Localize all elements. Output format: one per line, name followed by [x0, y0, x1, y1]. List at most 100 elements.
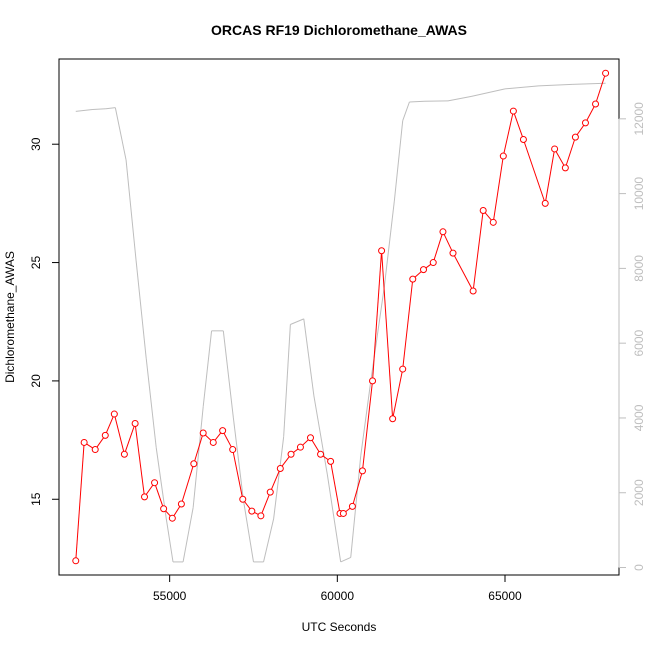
x-tick-label: 55000 [153, 589, 187, 603]
series-right-segment [504, 85, 539, 90]
data-point [177, 500, 185, 508]
series-left-segment [113, 413, 125, 455]
data-point [248, 507, 256, 515]
data-point [190, 460, 198, 468]
data-point [420, 266, 428, 274]
data-point [592, 100, 600, 108]
data-point [80, 438, 88, 446]
series-left-segment [512, 110, 524, 140]
chart-title: ORCAS RF19 Dichloromethane_AWAS [211, 22, 467, 38]
series-left-segment [522, 139, 546, 204]
data-point [110, 410, 118, 418]
data-point [358, 467, 366, 475]
data-point [429, 259, 437, 267]
data-point [519, 135, 527, 143]
series-right-segment [402, 101, 410, 121]
series-left-segment [351, 470, 363, 507]
series-left-segment [154, 482, 165, 509]
series-right-segment [538, 83, 573, 87]
data-point [339, 509, 347, 517]
series-left-segment [232, 449, 244, 500]
series-right-segment [192, 406, 204, 508]
data-point [199, 429, 207, 437]
series-left-segment [193, 432, 204, 464]
data-point [219, 427, 227, 435]
data-point [571, 133, 579, 141]
x-axis: 55000 60000 65000 [153, 574, 522, 603]
series-left-segment [452, 252, 474, 292]
series-right-segment [182, 507, 194, 563]
series-right-segment [393, 120, 404, 202]
data-point [389, 415, 397, 423]
y2-tick-label: 2000 [632, 479, 646, 506]
series-left-segment [442, 231, 454, 254]
series-right-segment [92, 108, 106, 110]
series-left-segment [372, 250, 383, 381]
data-point [151, 479, 159, 487]
series-left-segment [269, 468, 281, 493]
data-point [209, 438, 217, 446]
x-tick-label: 65000 [488, 589, 522, 603]
data-point [369, 377, 377, 385]
series-right-segment [360, 380, 372, 456]
data-point [469, 287, 477, 295]
data-point [229, 446, 237, 454]
data-point [409, 275, 417, 283]
series-right-segment [313, 395, 328, 475]
data-point [296, 443, 304, 451]
series-left-segment [134, 423, 146, 497]
series-left-segment [75, 442, 85, 561]
data-point [449, 249, 457, 257]
series-left-points [72, 69, 610, 565]
series-right-segment [232, 417, 244, 501]
series-right-segment [263, 518, 275, 563]
series-right-segment [447, 95, 472, 102]
data-point [101, 431, 109, 439]
data-point [287, 450, 295, 458]
y2-tick-label: 12000 [632, 102, 646, 136]
y-axis-label: Dichloromethane_AWAS [3, 251, 17, 383]
data-point [91, 446, 99, 454]
series-left-segment [595, 73, 607, 105]
series-right-line [75, 82, 606, 563]
y-axis-right: 0 2000 4000 6000 8000 10000 12000 [618, 102, 646, 571]
series-left-segment [585, 103, 596, 124]
data-point [561, 164, 569, 172]
data-point [348, 502, 356, 510]
series-right-segment [145, 358, 157, 448]
data-point [160, 505, 168, 513]
data-point [276, 464, 284, 472]
series-left-segment [544, 148, 556, 204]
data-point [168, 514, 176, 522]
series-left-segment [330, 461, 341, 514]
y2-tick-label: 8000 [632, 255, 646, 282]
data-point [141, 493, 149, 501]
data-point [439, 228, 447, 236]
y2-tick-label: 6000 [632, 330, 646, 357]
y2-tick-label: 0 [632, 564, 646, 571]
series-left-segment [180, 463, 195, 505]
series-right-segment [283, 324, 291, 437]
series-left-segment [361, 380, 374, 471]
series-right-segment [165, 518, 174, 562]
series-left-segment [260, 491, 271, 517]
series-right-segment [222, 330, 234, 419]
x-tick-label: 60000 [321, 589, 355, 603]
series-right-segment [75, 108, 93, 112]
series-right-segment [290, 318, 304, 325]
data-point [239, 495, 247, 503]
series-right-segment [383, 201, 395, 288]
data-point [489, 218, 497, 226]
data-point [72, 557, 80, 565]
data-point [581, 119, 589, 127]
y-tick-label: 15 [29, 492, 43, 506]
data-point [327, 457, 335, 465]
y-tick-label: 20 [29, 374, 43, 388]
series-left-line [75, 73, 607, 561]
series-left-segment [222, 430, 234, 450]
series-left-segment [104, 413, 115, 436]
series-right-segment [303, 318, 315, 396]
series-right-segment [340, 556, 351, 563]
data-point [509, 107, 517, 115]
